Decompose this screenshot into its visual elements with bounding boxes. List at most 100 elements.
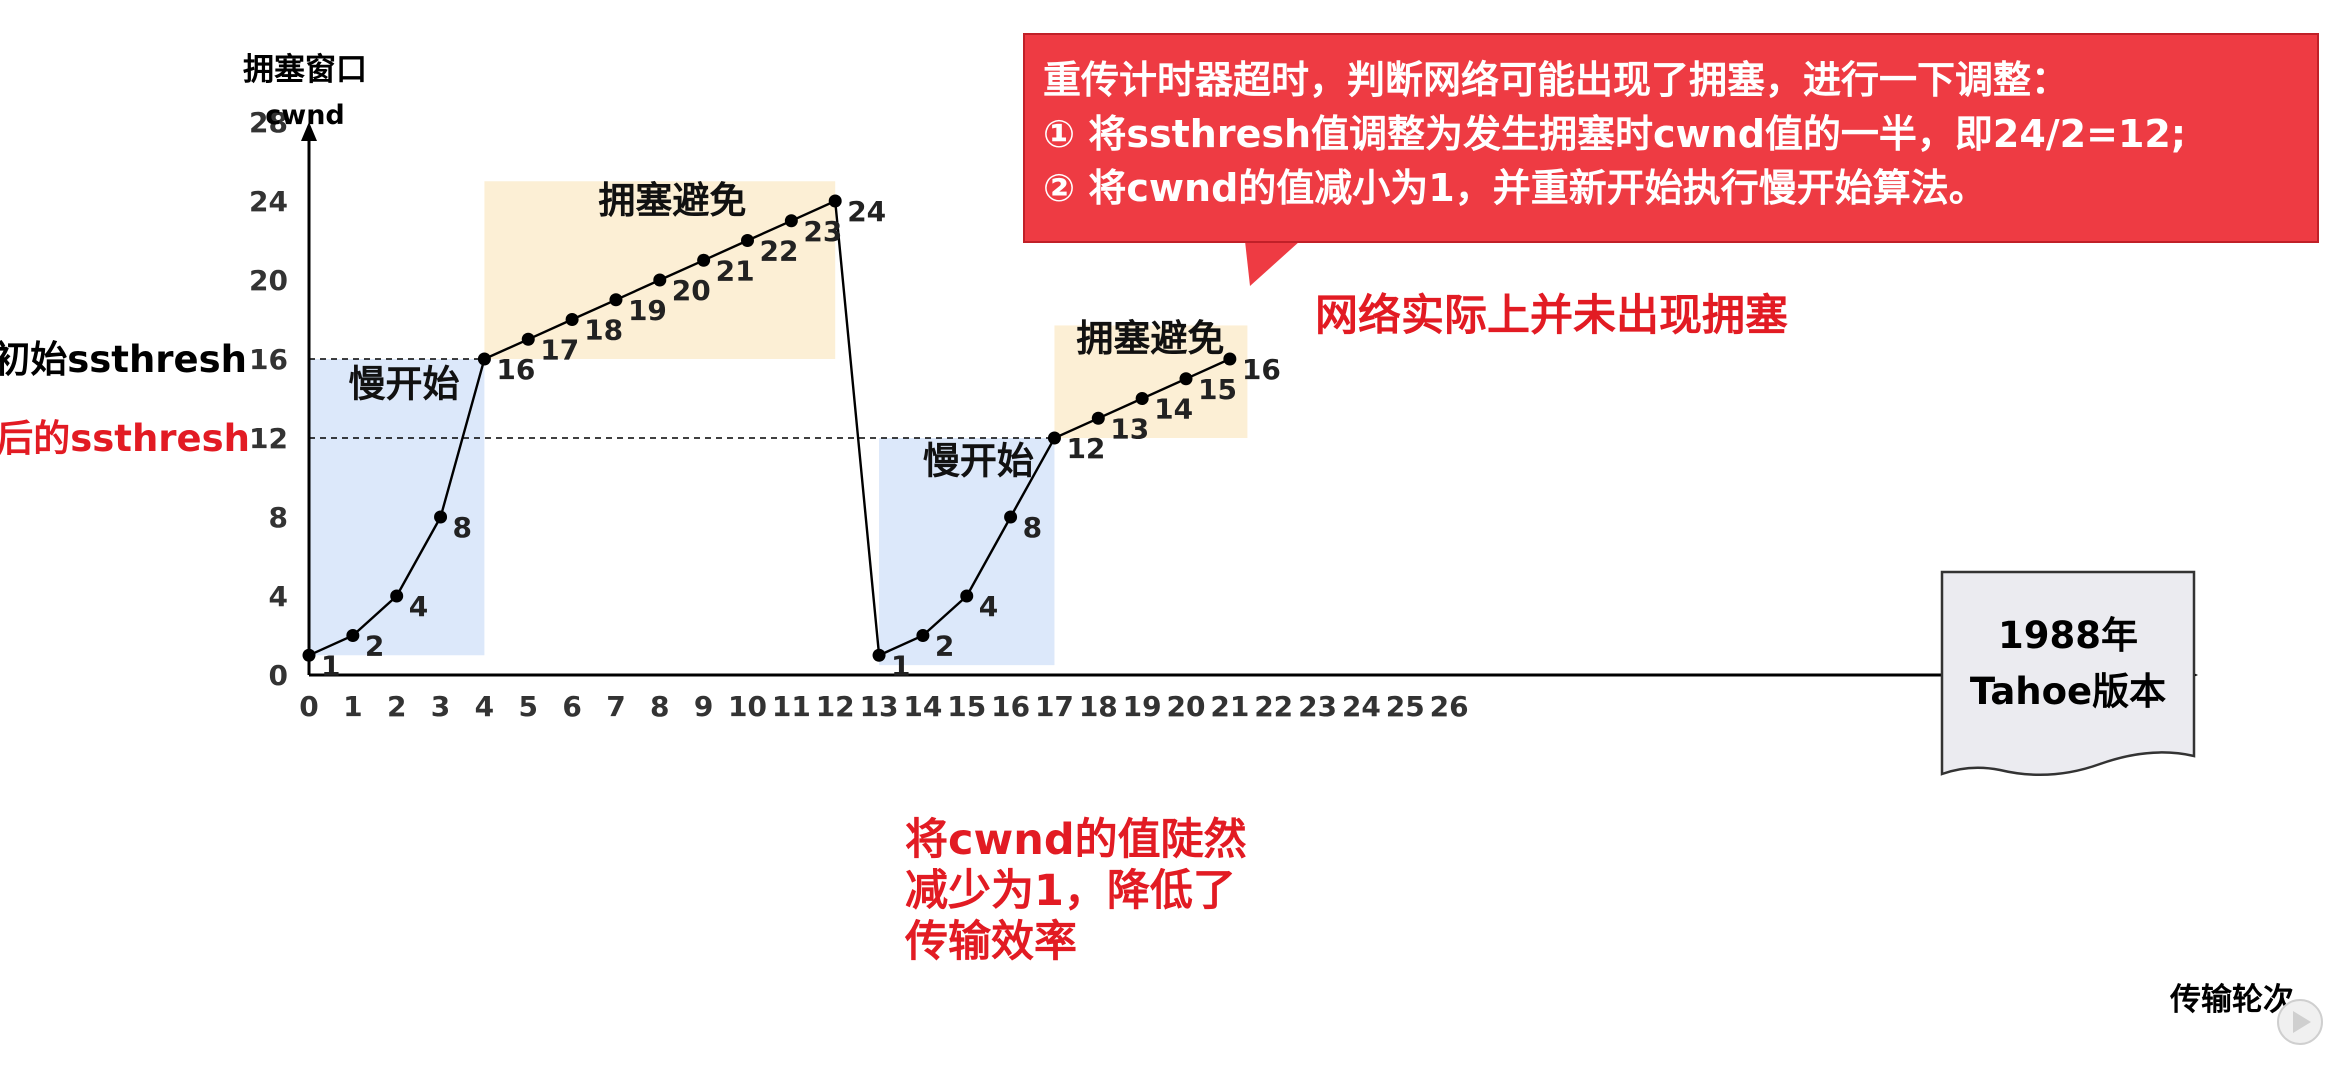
data-point [828, 194, 842, 208]
y-tick-label: 16 [249, 343, 288, 376]
timeout-line-3: ② 将cwnd的值减小为1，并重新开始执行慢开始算法。 [1043, 166, 1987, 210]
data-point [521, 332, 535, 346]
point-label: 16 [496, 353, 535, 386]
axes: 0 1 2 3 4 5 6 7 8 9 10 11 12 13 14 15 16 17 18 19 20 21 22 23 24… [243, 52, 2294, 1018]
region-label-1: 慢开始 [348, 363, 459, 406]
data-point [697, 253, 711, 267]
data-point [960, 589, 974, 603]
point-label: 17 [540, 333, 579, 366]
drop-note-line-2: 减少为1，降低了 [905, 866, 1236, 916]
x-tick-label: 3 [431, 690, 450, 723]
x-tick-label: 12 [816, 690, 855, 723]
version-name: Tahoe版本 [1970, 670, 2166, 713]
no-congestion-note: 网络实际上并未出现拥塞 [1315, 291, 1788, 341]
point-label: 1 [321, 649, 340, 682]
data-point [346, 629, 360, 642]
x-tick-label: 9 [694, 690, 713, 723]
x-tick-label: 26 [1430, 690, 1469, 723]
x-tick-label: 14 [903, 690, 942, 723]
x-tick-label: 21 [1210, 690, 1249, 723]
y-tick-label: 0 [269, 659, 288, 692]
x-tick-label: 1 [343, 690, 362, 723]
point-label: 15 [1198, 373, 1237, 406]
y-tick-label: 4 [269, 580, 288, 613]
timeout-line-1: 重传计时器超时，判断网络可能出现了拥塞，进行一下调整： [1043, 58, 2070, 102]
point-label: 14 [1154, 393, 1193, 426]
x-tick-label: 15 [947, 690, 986, 723]
data-point [1091, 411, 1105, 425]
x-tick-label: 10 [728, 690, 767, 723]
ssthresh-label-1: 初始ssthresh [0, 338, 247, 381]
region-4 [1054, 325, 1248, 438]
x-tick-label: 5 [519, 690, 538, 723]
y-tick-label: 8 [269, 501, 288, 534]
data-point [609, 293, 623, 307]
y-axis-arrow [301, 122, 317, 141]
y-axis-title: 拥塞窗口 [243, 52, 367, 88]
point-label: 18 [584, 314, 623, 347]
x-tick-label: 4 [475, 690, 494, 723]
version-year: 1988年 [1998, 614, 2138, 657]
x-tick-label: 2 [387, 690, 406, 723]
y-tick-label: 12 [249, 422, 288, 455]
x-tick-label: 11 [772, 690, 811, 723]
point-label: 22 [760, 235, 799, 268]
data-point [653, 273, 667, 287]
timeout-line-2: ① 将ssthresh值调整为发生拥塞时cwnd值的一半，即24/2=12; [1043, 112, 2187, 156]
y-tick-label: 20 [249, 264, 288, 297]
x-tick-label: 22 [1254, 690, 1293, 723]
point-label: 20 [672, 274, 711, 307]
x-tick-label: 6 [562, 690, 581, 723]
data-point [390, 589, 404, 603]
play-icon [2277, 999, 2323, 1045]
data-point [1047, 431, 1061, 445]
data-point [1004, 510, 1018, 524]
data-point [872, 648, 886, 662]
region-label-2: 拥塞避免 [598, 179, 746, 222]
point-label: 13 [1110, 412, 1149, 445]
x-tick-label: 19 [1123, 690, 1162, 723]
data-point [916, 629, 930, 642]
data-point [565, 313, 579, 326]
point-label: 16 [1242, 353, 1281, 386]
point-label: 23 [803, 215, 842, 248]
y-tick-label: 24 [249, 185, 288, 218]
x-tick-label: 25 [1386, 690, 1425, 723]
x-axis-title: 传输轮次 [2169, 982, 2294, 1018]
data-point [1179, 372, 1193, 386]
x-tick-label: 24 [1342, 690, 1381, 723]
x-tick-label: 23 [1298, 690, 1337, 723]
version-note-box: 1988年 Tahoe版本 [1940, 570, 2196, 777]
point-label: 4 [979, 590, 998, 623]
point-label: 2 [365, 630, 384, 663]
x-tick-label: 7 [606, 690, 625, 723]
point-label: 8 [1023, 511, 1042, 544]
y-axis-unit: cwnd [265, 100, 345, 131]
data-point [434, 510, 448, 524]
region-1 [309, 359, 485, 656]
y-tick-label: 28 [249, 106, 288, 139]
point-label: 1 [891, 649, 910, 682]
data-point [1223, 352, 1237, 366]
x-tick-label: 18 [1079, 690, 1118, 723]
x-tick-label: 16 [991, 690, 1030, 723]
point-label: 8 [453, 511, 472, 544]
data-point [302, 648, 316, 662]
drop-note-line-3: 传输效率 [904, 917, 1077, 967]
point-label: 2 [935, 630, 954, 663]
ssthresh-label-2: 更新后的ssthresh [0, 417, 250, 460]
region-label-3: 慢开始 [923, 440, 1034, 483]
cwnd-line [308, 199, 1231, 658]
x-tick-label: 8 [650, 690, 669, 723]
data-point [741, 234, 754, 247]
x-tick-label: 17 [1035, 690, 1074, 723]
point-label: 24 [847, 195, 886, 228]
timeout-explanation-box: 重传计时器超时，判断网络可能出现了拥塞，进行一下调整： ① 将ssthresh值… [1023, 33, 2319, 243]
region-3 [879, 438, 1055, 666]
region-2 [484, 181, 836, 359]
drop-note-line-1: 将cwnd的值陡然 [905, 815, 1247, 865]
